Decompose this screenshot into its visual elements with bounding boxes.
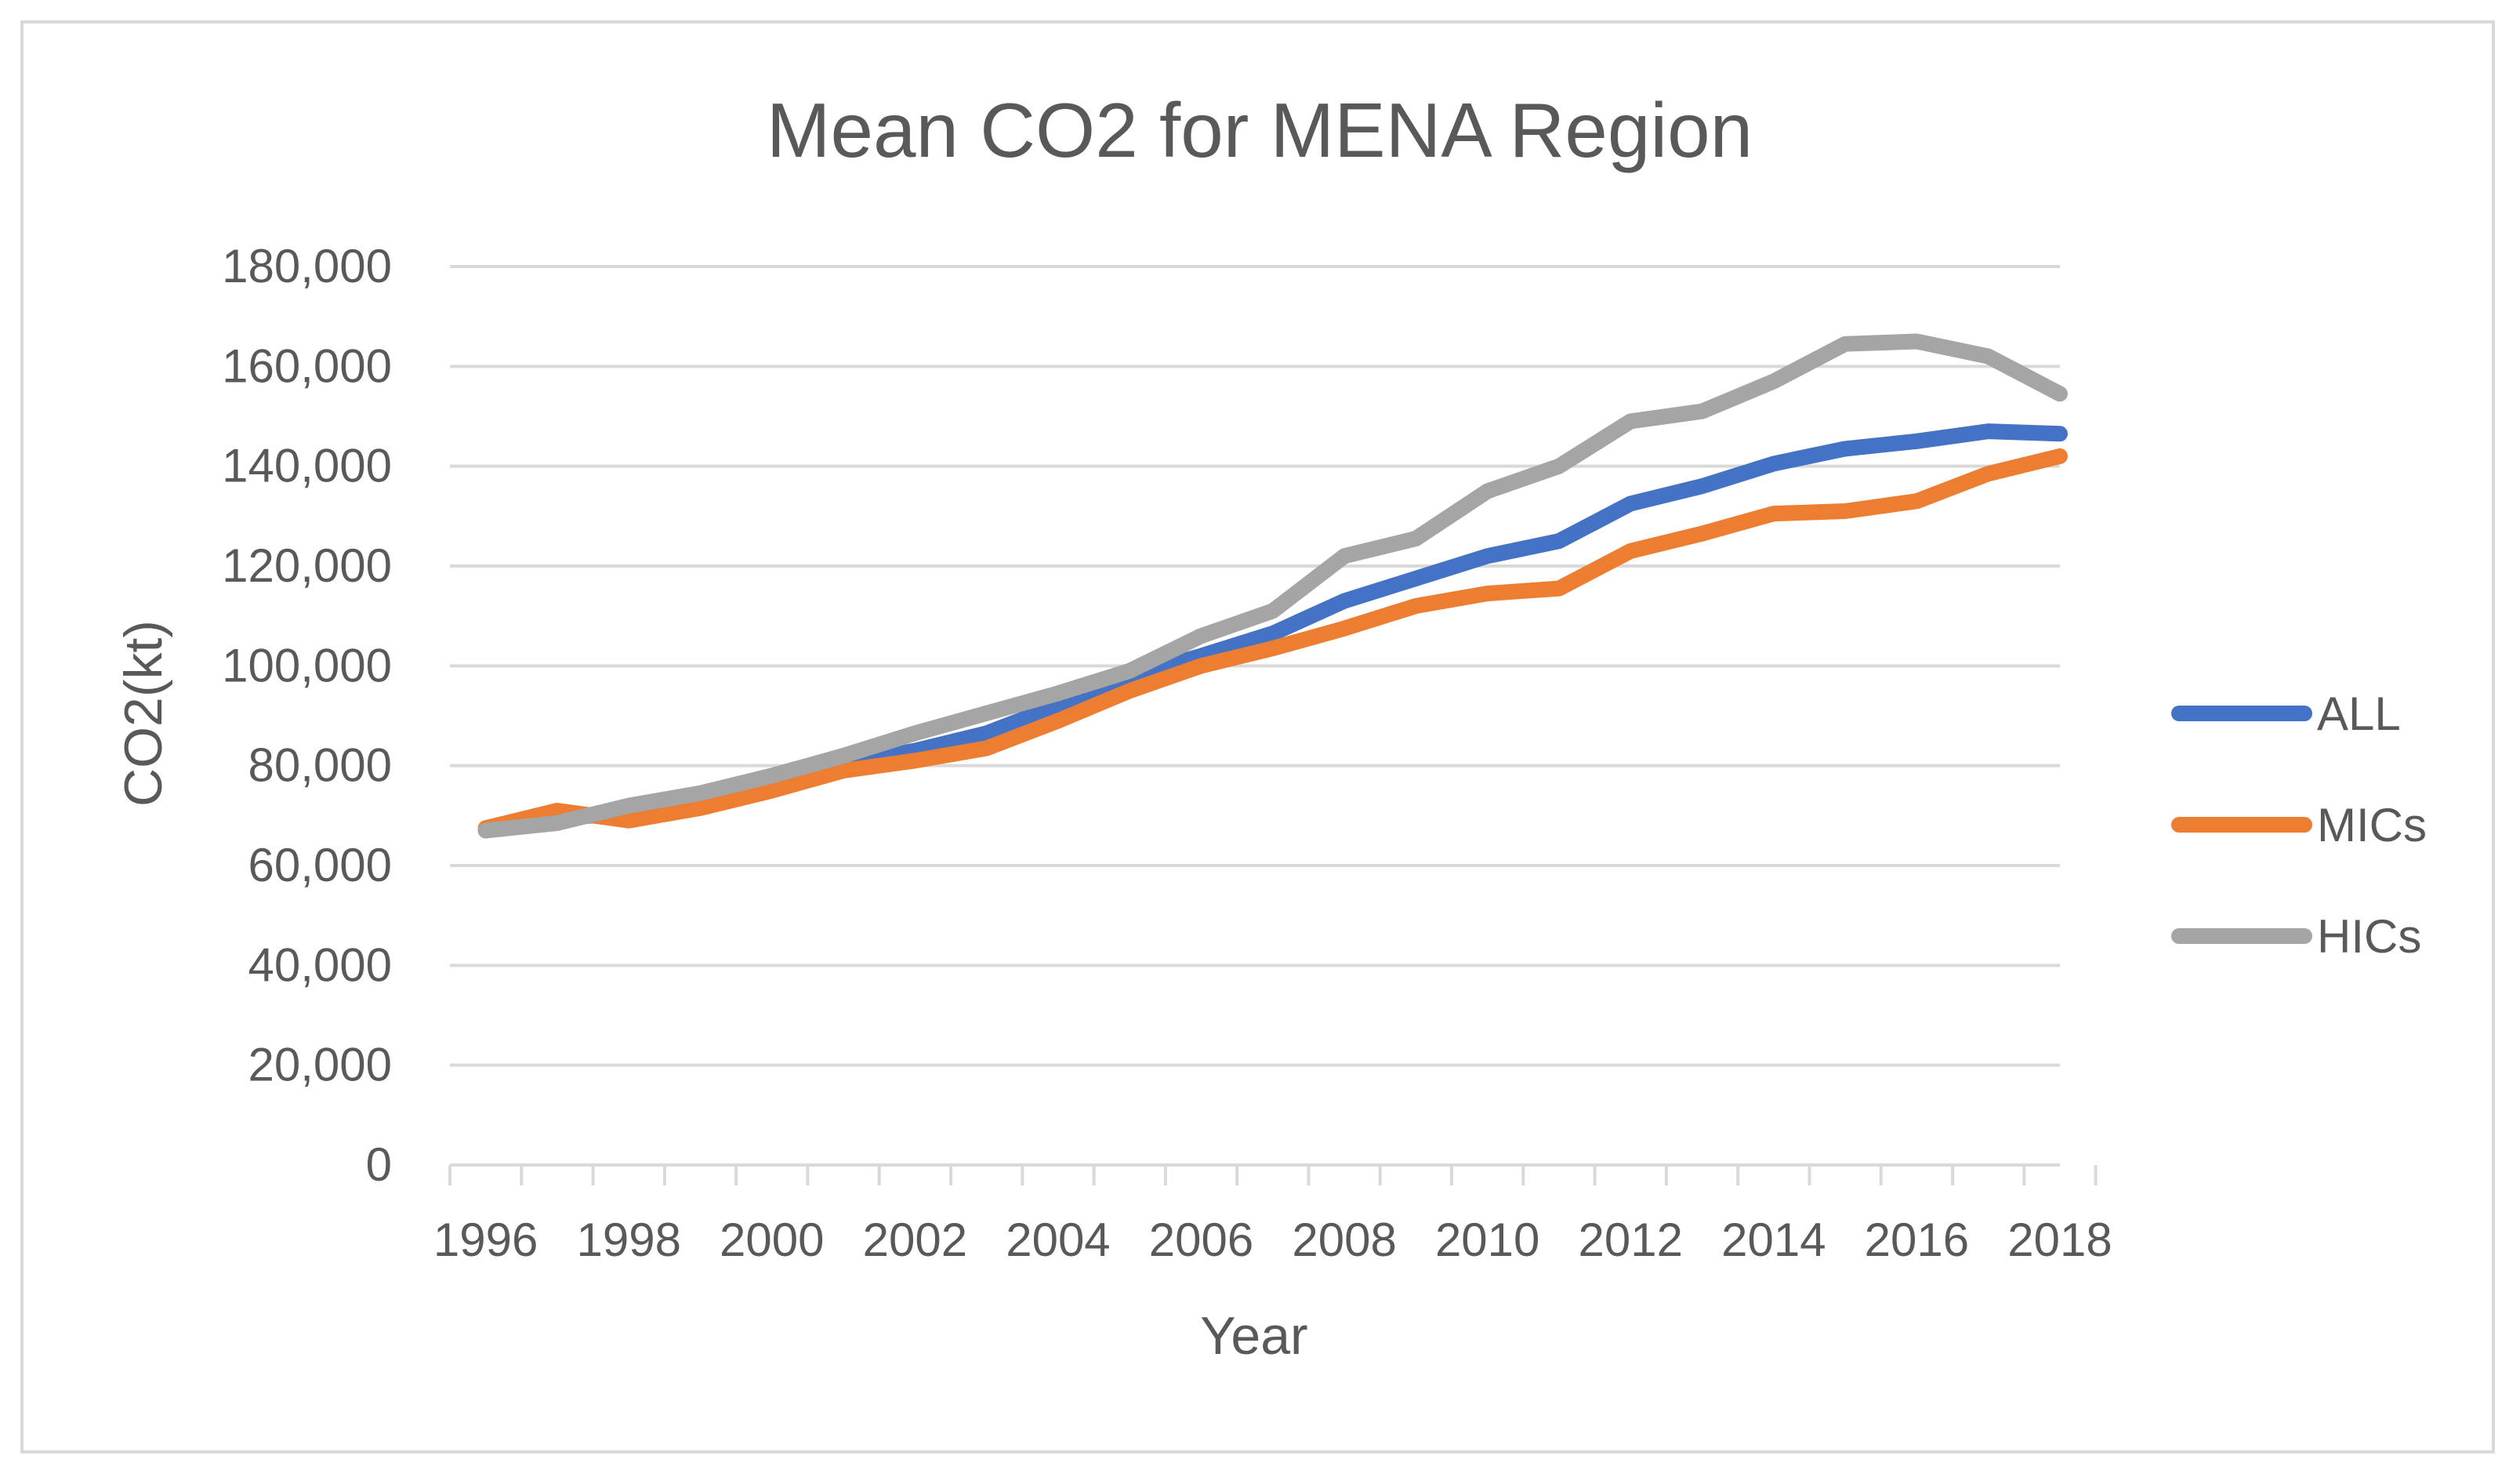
x-tick-label: 2016 [1865, 1214, 1969, 1266]
y-tick-label: 140,000 [222, 440, 392, 492]
y-tick-label: 120,000 [222, 539, 392, 592]
x-axis-title: Year [1200, 1306, 1307, 1366]
legend-label-all: ALL [2317, 688, 2401, 740]
series-lines [477, 333, 2068, 839]
x-tick-label: 2006 [1149, 1214, 1253, 1266]
x-tick-label: 2008 [1292, 1214, 1396, 1266]
series-line-hics [477, 333, 2068, 839]
chart-frame [20, 20, 2495, 1453]
x-tick-label: 2012 [1579, 1214, 1683, 1266]
gridlines [450, 265, 2060, 1167]
x-axis-ticks [448, 1165, 2098, 1185]
y-axis-title: CO2(kt) [114, 620, 173, 807]
y-axis-tick-labels: 0 20,000 40,000 60,000 80,000 100,000 120,000 1… [222, 240, 392, 1191]
y-tick-label: 80,000 [248, 739, 392, 792]
y-tick-label: 100,000 [222, 639, 392, 691]
legend-label-hics: HICs [2317, 910, 2421, 963]
x-axis-tick-labels: 1996 1998 2000 2002 2004 2006 2008 2010 2012 2014… [433, 1214, 2112, 1266]
y-tick-label: 180,000 [222, 240, 392, 292]
legend: ALL MICs HICs [2171, 688, 2427, 963]
x-tick-label: 2000 [720, 1214, 824, 1266]
y-tick-label: 160,000 [222, 339, 392, 392]
series-line-all [477, 423, 2068, 839]
x-tick-label: 1996 [433, 1214, 538, 1266]
y-tick-label: 20,000 [248, 1039, 392, 1091]
y-tick-label: 0 [366, 1138, 392, 1191]
x-tick-label: 2010 [1435, 1214, 1539, 1266]
chart-title: Mean CO2 for MENA Region [767, 87, 1753, 173]
x-tick-label: 2004 [1006, 1214, 1110, 1266]
legend-label-mics: MICs [2317, 799, 2427, 851]
series-line-mics [477, 448, 2068, 836]
x-tick-label: 2002 [863, 1214, 967, 1266]
x-tick-label: 1998 [576, 1214, 680, 1266]
y-tick-label: 40,000 [248, 938, 392, 991]
y-tick-label: 60,000 [248, 839, 392, 891]
x-tick-label: 2014 [1721, 1214, 1826, 1266]
x-tick-label: 2018 [2007, 1214, 2112, 1266]
